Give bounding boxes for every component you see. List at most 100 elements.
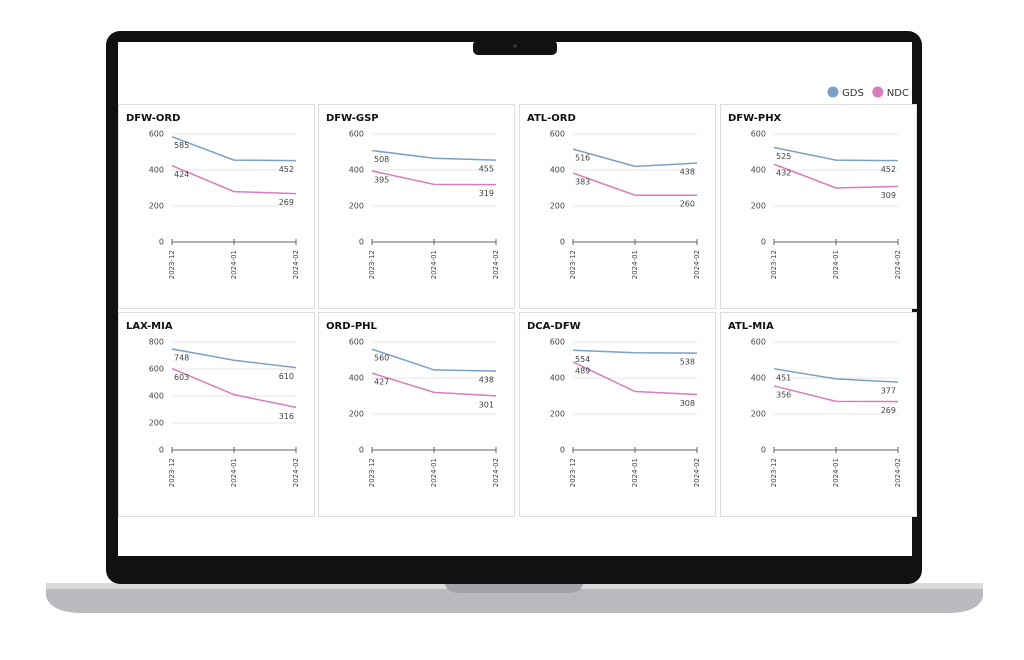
y-tick-label: 400	[550, 374, 565, 383]
series-line	[572, 172, 697, 196]
chart-panel: ORD-PHL 0 200 400 600 2023-12 2024-01 2024-02 56…	[318, 312, 515, 517]
x-tick-label: 2024-01	[230, 458, 238, 487]
y-tick-label: 0	[761, 446, 766, 455]
series-line	[773, 385, 899, 403]
chart-title: ORD-PHL	[326, 321, 378, 332]
series-line	[572, 349, 698, 354]
data-label: 489	[575, 366, 590, 375]
y-tick-label: 0	[159, 238, 164, 247]
y-tick-label: 800	[149, 338, 164, 347]
laptop-notch-base	[444, 583, 584, 593]
data-label: 451	[776, 373, 791, 382]
series-line	[773, 146, 899, 162]
x-tick-label: 2023-12	[770, 250, 778, 279]
data-label: 560	[374, 354, 389, 363]
series-line	[171, 164, 297, 195]
legend-label: NDC	[887, 88, 909, 99]
legend: GDS NDC	[827, 86, 909, 99]
y-tick-label: 600	[550, 338, 565, 347]
chart-panel: DFW-ORD 0 200 400 600 2023-12 2024-01 2024-02 58…	[118, 104, 315, 309]
data-label: 319	[479, 189, 494, 198]
y-tick-label: 600	[751, 338, 766, 347]
data-label: 316	[279, 412, 294, 421]
x-tick-label: 2024-02	[894, 250, 902, 279]
y-tick-label: 400	[751, 166, 766, 175]
y-tick-label: 600	[751, 130, 766, 139]
y-tick-label: 400	[751, 374, 766, 383]
y-tick-label: 200	[751, 410, 766, 419]
x-tick-label: 2023-12	[368, 458, 376, 487]
y-tick-label: 200	[349, 202, 364, 211]
y-tick-label: 200	[349, 410, 364, 419]
data-label: 508	[374, 155, 389, 164]
x-tick-label: 2023-12	[569, 458, 577, 487]
data-label: 309	[881, 191, 896, 200]
x-tick-label: 2024-02	[492, 458, 500, 487]
series-line	[171, 348, 297, 369]
y-tick-label: 400	[149, 166, 164, 175]
y-tick-label: 0	[560, 446, 565, 455]
x-tick-label: 2024-01	[430, 250, 438, 279]
x-tick-label: 2023-12	[569, 250, 577, 279]
x-tick-label: 2024-02	[492, 250, 500, 279]
data-label: 424	[174, 170, 189, 179]
data-label: 260	[680, 200, 695, 209]
laptop-base	[46, 583, 983, 613]
x-tick-label: 2023-12	[168, 250, 176, 279]
x-tick-label: 2024-02	[693, 458, 701, 487]
data-label: 516	[575, 154, 590, 163]
data-label: 308	[680, 399, 695, 408]
x-tick-label: 2024-01	[631, 458, 639, 487]
y-tick-label: 200	[550, 202, 565, 211]
legend-swatch	[872, 86, 884, 98]
data-label: 301	[479, 400, 494, 409]
x-tick-label: 2024-01	[430, 458, 438, 487]
series-line	[171, 135, 297, 162]
y-tick-label: 400	[349, 166, 364, 175]
series-line	[371, 372, 497, 397]
chart-title: ATL-MIA	[728, 321, 774, 332]
data-label: 455	[479, 165, 494, 174]
chart-panel: LAX-MIA 0 200 400 600 800 2023-12 2024-01 2024-0…	[118, 312, 315, 517]
y-tick-label: 200	[550, 410, 565, 419]
chart-title: DFW-PHX	[728, 113, 782, 124]
data-label: 438	[479, 376, 494, 385]
data-label: 269	[279, 198, 294, 207]
series-line	[773, 163, 899, 189]
data-label: 438	[680, 168, 695, 177]
x-tick-label: 2024-01	[230, 250, 238, 279]
data-label: 585	[174, 141, 189, 150]
data-label: 525	[776, 152, 791, 161]
data-label: 452	[881, 165, 896, 174]
series-line	[371, 348, 497, 372]
x-tick-label: 2024-01	[832, 250, 840, 279]
data-label: 377	[881, 387, 896, 396]
x-tick-label: 2024-02	[894, 458, 902, 487]
data-label: 538	[680, 358, 695, 367]
series-line	[371, 149, 497, 161]
x-tick-label: 2024-02	[693, 250, 701, 279]
x-tick-label: 2023-12	[168, 458, 176, 487]
chart-title: DFW-GSP	[326, 113, 379, 124]
data-label: 395	[374, 175, 389, 184]
chart-panel: DCA-DFW 0 200 400 600 2023-12 2024-01 2024-02 55…	[519, 312, 716, 517]
x-tick-label: 2024-02	[292, 250, 300, 279]
data-label: 554	[575, 355, 590, 364]
data-label: 610	[279, 372, 294, 381]
y-tick-label: 600	[149, 365, 164, 374]
series-line	[773, 368, 899, 383]
x-tick-label: 2024-01	[631, 250, 639, 279]
data-label: 603	[174, 373, 189, 382]
legend-label: GDS	[842, 88, 864, 99]
y-tick-label: 0	[560, 238, 565, 247]
y-tick-label: 400	[149, 392, 164, 401]
y-tick-label: 200	[149, 202, 164, 211]
data-label: 748	[174, 354, 189, 363]
chart-title: DCA-DFW	[527, 321, 581, 332]
chart-panel: DFW-GSP 0 200 400 600 2023-12 2024-01 2024-02 50…	[318, 104, 515, 309]
data-label: 269	[881, 406, 896, 415]
y-tick-label: 600	[550, 130, 565, 139]
x-tick-label: 2023-12	[368, 250, 376, 279]
x-tick-label: 2023-12	[770, 458, 778, 487]
